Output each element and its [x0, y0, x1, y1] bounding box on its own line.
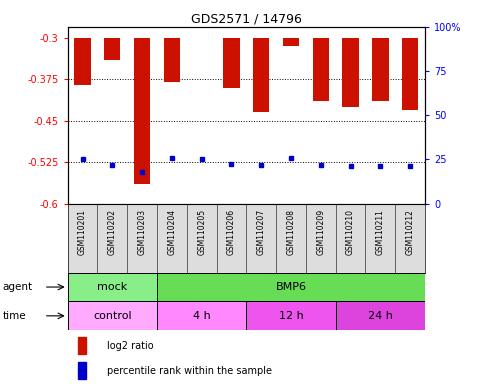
Text: time: time	[2, 311, 26, 321]
Bar	[342, 38, 359, 107]
Bar	[246, 301, 336, 330]
Bar	[283, 38, 299, 46]
Bar	[313, 38, 329, 101]
Text: GSM110204: GSM110204	[168, 209, 176, 255]
Bar	[372, 38, 388, 101]
Text: 4 h: 4 h	[193, 311, 211, 321]
Bar	[402, 38, 418, 110]
Text: GSM110209: GSM110209	[316, 209, 325, 255]
Bar	[164, 38, 180, 82]
Bar	[74, 38, 91, 85]
Text: GSM110201: GSM110201	[78, 209, 87, 255]
Text: GSM110202: GSM110202	[108, 209, 117, 255]
Title: GDS2571 / 14796: GDS2571 / 14796	[191, 13, 302, 26]
Text: GSM110211: GSM110211	[376, 209, 385, 255]
Bar	[134, 38, 150, 184]
Text: mock: mock	[97, 282, 128, 292]
Text: 12 h: 12 h	[279, 311, 303, 321]
Bar	[253, 38, 270, 113]
Bar	[157, 273, 425, 301]
Text: GSM110210: GSM110210	[346, 209, 355, 255]
Text: control: control	[93, 311, 131, 321]
Bar	[157, 301, 246, 330]
Bar	[336, 301, 425, 330]
Text: GSM110208: GSM110208	[286, 209, 296, 255]
Bar	[68, 273, 157, 301]
Text: log2 ratio: log2 ratio	[107, 341, 154, 351]
Bar	[104, 38, 120, 60]
Text: 24 h: 24 h	[368, 311, 393, 321]
Text: BMP6: BMP6	[275, 282, 307, 292]
Text: GSM110206: GSM110206	[227, 209, 236, 255]
Text: GSM110203: GSM110203	[138, 209, 146, 255]
Text: agent: agent	[2, 282, 32, 292]
Bar	[78, 362, 86, 379]
Text: percentile rank within the sample: percentile rank within the sample	[107, 366, 272, 376]
Bar	[68, 301, 157, 330]
Text: GSM110207: GSM110207	[257, 209, 266, 255]
Bar	[223, 38, 240, 88]
Text: GSM110212: GSM110212	[406, 209, 414, 255]
Text: GSM110205: GSM110205	[197, 209, 206, 255]
Bar	[78, 336, 86, 354]
